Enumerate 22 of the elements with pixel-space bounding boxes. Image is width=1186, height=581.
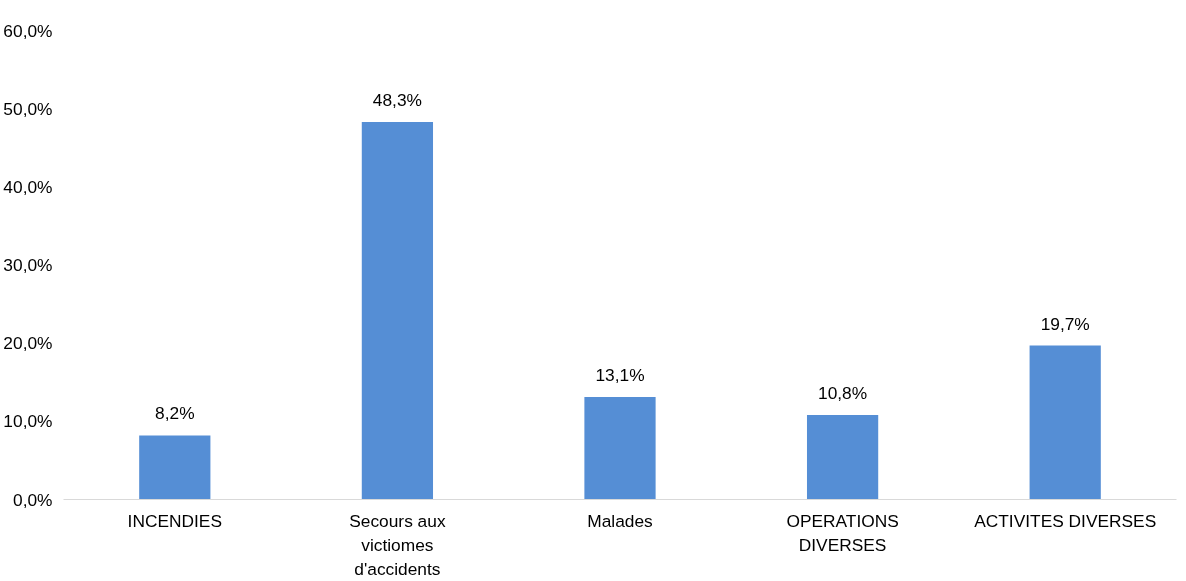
y-tick-label: 50,0% [3,98,53,119]
data-label: 19,7% [1040,313,1090,334]
x-tick-label: ACTIVITES DIVERSES [974,510,1157,531]
data-label: 13,1% [595,365,645,386]
data-label: 8,2% [155,403,195,424]
bar [806,415,879,500]
y-tick-label: 40,0% [3,176,53,197]
bar [361,121,434,500]
x-tick-label: Malades [587,510,654,531]
bar [1029,345,1101,500]
y-tick-label: 30,0% [3,255,53,275]
x-tick-label: INCENDIES [127,510,222,531]
data-label: 48,3% [372,89,422,110]
x-tick-label: OPERATIONS DIVERSES [786,510,899,555]
y-tick-label: 20,0% [3,333,53,354]
y-tick-label: 10,0% [3,411,53,432]
y-tick-label: 0,0% [13,489,53,510]
bar [139,435,211,500]
y-tick-label: 60,0% [3,20,53,41]
x-tick-label: Secours aux victiomes d'accidents [349,510,446,579]
data-label: 10,8% [818,383,868,404]
bar [584,397,656,500]
